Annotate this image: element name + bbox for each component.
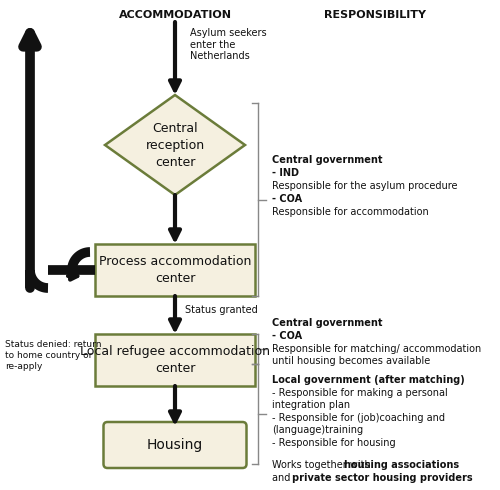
Polygon shape	[105, 95, 245, 195]
Text: - Responsible for making a personal
integration plan
- Responsible for (job)coac: - Responsible for making a personal inte…	[272, 388, 448, 447]
Text: Central
reception
center: Central reception center	[146, 122, 204, 169]
Text: - COA: - COA	[272, 194, 302, 204]
Text: and: and	[272, 472, 293, 483]
Bar	[95, 334, 255, 386]
FancyBboxPatch shape	[104, 422, 247, 468]
Text: Status denied: return
to home country or
re-apply: Status denied: return to home country or…	[5, 340, 102, 371]
Text: housing associations: housing associations	[344, 460, 459, 469]
Text: Responsible for accommodation: Responsible for accommodation	[272, 207, 429, 217]
Text: Responsible for the asylum procedure: Responsible for the asylum procedure	[272, 181, 458, 191]
Text: ACCOMMODATION: ACCOMMODATION	[118, 10, 232, 20]
Text: - IND: - IND	[272, 168, 299, 178]
Text: Works together with: Works together with	[272, 460, 374, 469]
Text: Housing: Housing	[147, 438, 203, 452]
Text: Asylum seekers
enter the
Netherlands: Asylum seekers enter the Netherlands	[190, 28, 266, 61]
Text: Process accommodation
center: Process accommodation center	[99, 255, 251, 285]
Text: Responsible for matching/ accommodation
until housing becomes available: Responsible for matching/ accommodation …	[272, 344, 481, 367]
Text: RESPONSIBILITY: RESPONSIBILITY	[324, 10, 426, 20]
Text: Central government: Central government	[272, 155, 382, 165]
Text: - COA: - COA	[272, 331, 302, 341]
Text: Central government: Central government	[272, 318, 382, 328]
Text: Local refugee accommodation
center: Local refugee accommodation center	[80, 345, 270, 375]
Bar	[95, 244, 255, 296]
Text: private sector housing providers: private sector housing providers	[292, 472, 472, 483]
Text: Status granted: Status granted	[185, 305, 258, 315]
Text: Local government (after matching): Local government (after matching)	[272, 375, 465, 385]
